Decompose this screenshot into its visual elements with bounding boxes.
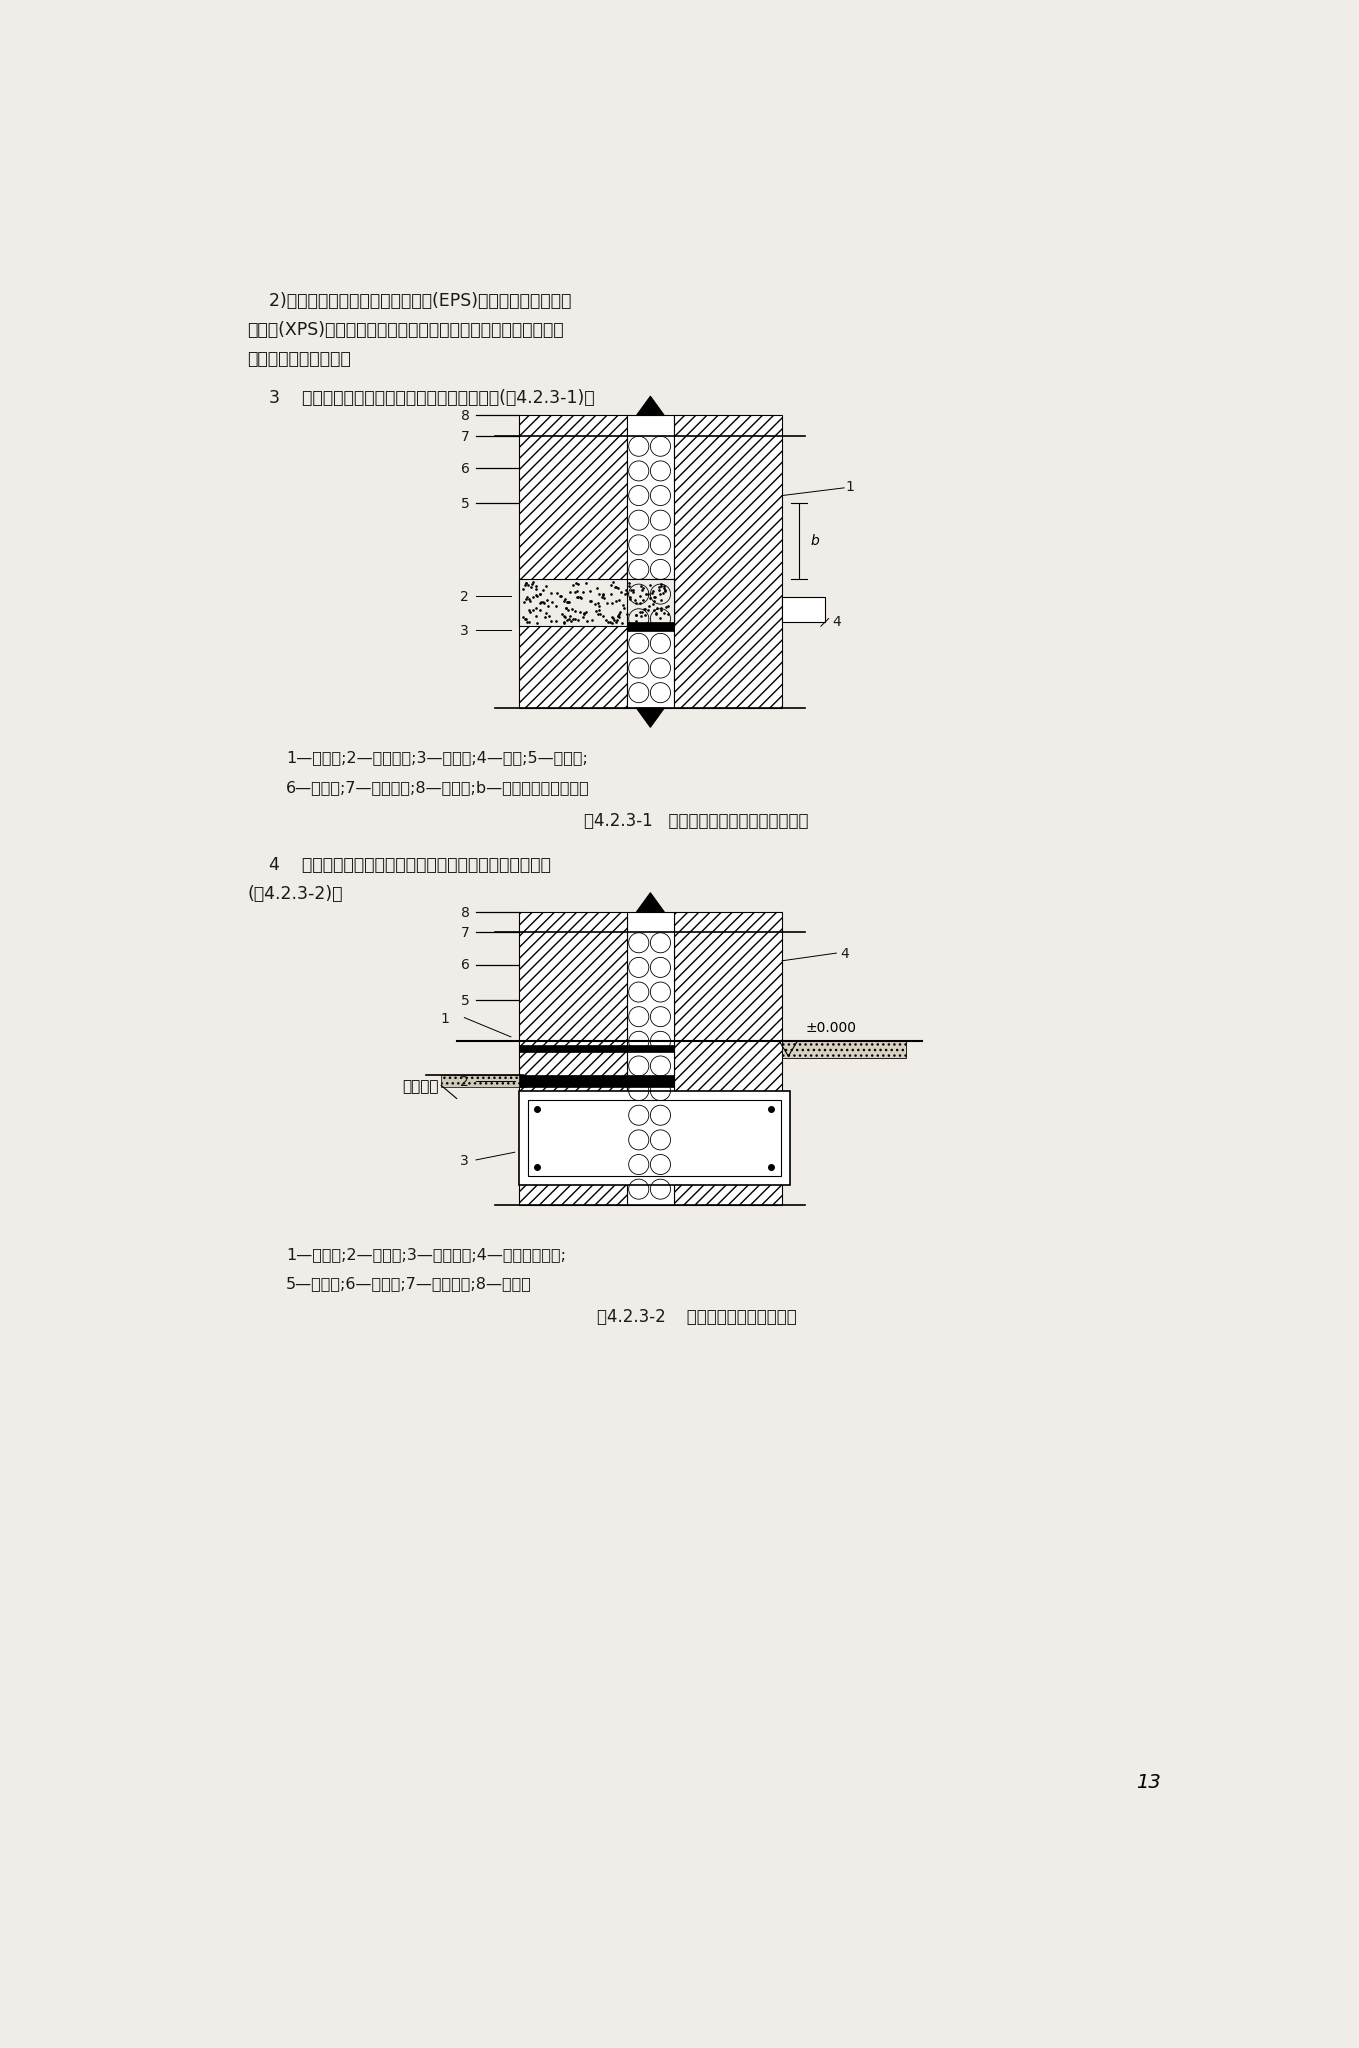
Text: 1: 1 (440, 1012, 448, 1026)
Bar (626, 580, 674, 627)
Bar (527, 1100, 780, 1176)
Text: 8: 8 (461, 905, 470, 920)
Bar (674, 416, 783, 709)
Text: 3: 3 (459, 1153, 469, 1167)
Text: b: b (811, 535, 819, 549)
Polygon shape (636, 395, 665, 416)
Bar (783, 596, 825, 623)
Bar (519, 911, 626, 1204)
Bar (519, 416, 626, 709)
Text: 1—防潮层;2—实心砖;3—基础圈梁;4—拉结钢筋网片;: 1—防潮层;2—实心砖;3—基础圈梁;4—拉结钢筋网片; (287, 1247, 567, 1262)
Bar (519, 1092, 790, 1186)
Bar (442, 1075, 526, 1087)
Bar (783, 1040, 906, 1057)
Bar (519, 580, 674, 627)
Polygon shape (636, 709, 665, 727)
Text: ±0.000: ±0.000 (806, 1022, 856, 1036)
Text: 5: 5 (461, 993, 470, 1008)
Text: 4: 4 (833, 614, 841, 629)
Text: 7: 7 (461, 430, 470, 444)
Text: 5—内叶墙;6—保温层;7—空气间层;8—外叶墙: 5—内叶墙;6—保温层;7—空气间层;8—外叶墙 (287, 1276, 531, 1290)
Text: 1—拉结件;2—保温材料;3—弹性层;4—圈梁;5—内叶墙;: 1—拉结件;2—保温材料;3—弹性层;4—圈梁;5—内叶墙; (287, 750, 588, 766)
Text: 3: 3 (459, 625, 469, 637)
Text: 7: 7 (461, 926, 470, 940)
Text: 6: 6 (461, 463, 470, 475)
Bar (626, 911, 674, 1204)
Bar (626, 621, 674, 631)
Text: 塑料板(XPS)、岩棉板等保温板材作保温层时，导热系数应采用修: 塑料板(XPS)、岩棉板等保温板材作保温层时，导热系数应采用修 (247, 322, 564, 340)
Bar (519, 1075, 674, 1087)
Text: 6—保温层;7—空气间层;8—外叶墙;b—拉结件至圈梁的距离: 6—保温层;7—空气间层;8—外叶墙;b—拉结件至圈梁的距离 (287, 780, 590, 795)
Text: 8: 8 (461, 410, 470, 424)
Text: 13: 13 (1136, 1774, 1161, 1792)
Text: 6: 6 (461, 958, 470, 973)
Text: 3    混凝土构件产生的热桥部位应进行保温处理(图4.2.3-1)。: 3 混凝土构件产生的热桥部位应进行保温处理(图4.2.3-1)。 (247, 389, 595, 406)
Text: 正后的计算导热系数。: 正后的计算导热系数。 (247, 350, 351, 369)
Bar (519, 1044, 674, 1053)
Text: 1: 1 (845, 479, 855, 494)
Bar (674, 911, 783, 1204)
Text: 2: 2 (459, 1075, 469, 1090)
Bar (626, 416, 674, 709)
Text: 5: 5 (461, 498, 470, 512)
Text: (图4.2.3-2)。: (图4.2.3-2)。 (247, 885, 342, 903)
Text: 2)当选用模塑聚苯乙烯泡沫塑料板(EPS)、挤塑聚苯乙烯泡沫: 2)当选用模塑聚苯乙烯泡沫塑料板(EPS)、挤塑聚苯乙烯泡沫 (247, 293, 572, 309)
Text: 2: 2 (459, 590, 469, 604)
Text: 图4.2.3-1   混凝土构件热桥处理构造示意图: 图4.2.3-1 混凝土构件热桥处理构造示意图 (584, 811, 809, 829)
Polygon shape (636, 893, 665, 911)
Text: 图4.2.3-2    基础周边墙体保温示意图: 图4.2.3-2 基础周边墙体保温示意图 (597, 1309, 796, 1327)
Text: 4    地坪以下及与地坪接触的周边外墙部位应进行保温处理: 4 地坪以下及与地坪接触的周边外墙部位应进行保温处理 (247, 856, 552, 874)
Text: 室外地坪: 室外地坪 (402, 1079, 439, 1094)
Text: 4: 4 (840, 946, 849, 961)
